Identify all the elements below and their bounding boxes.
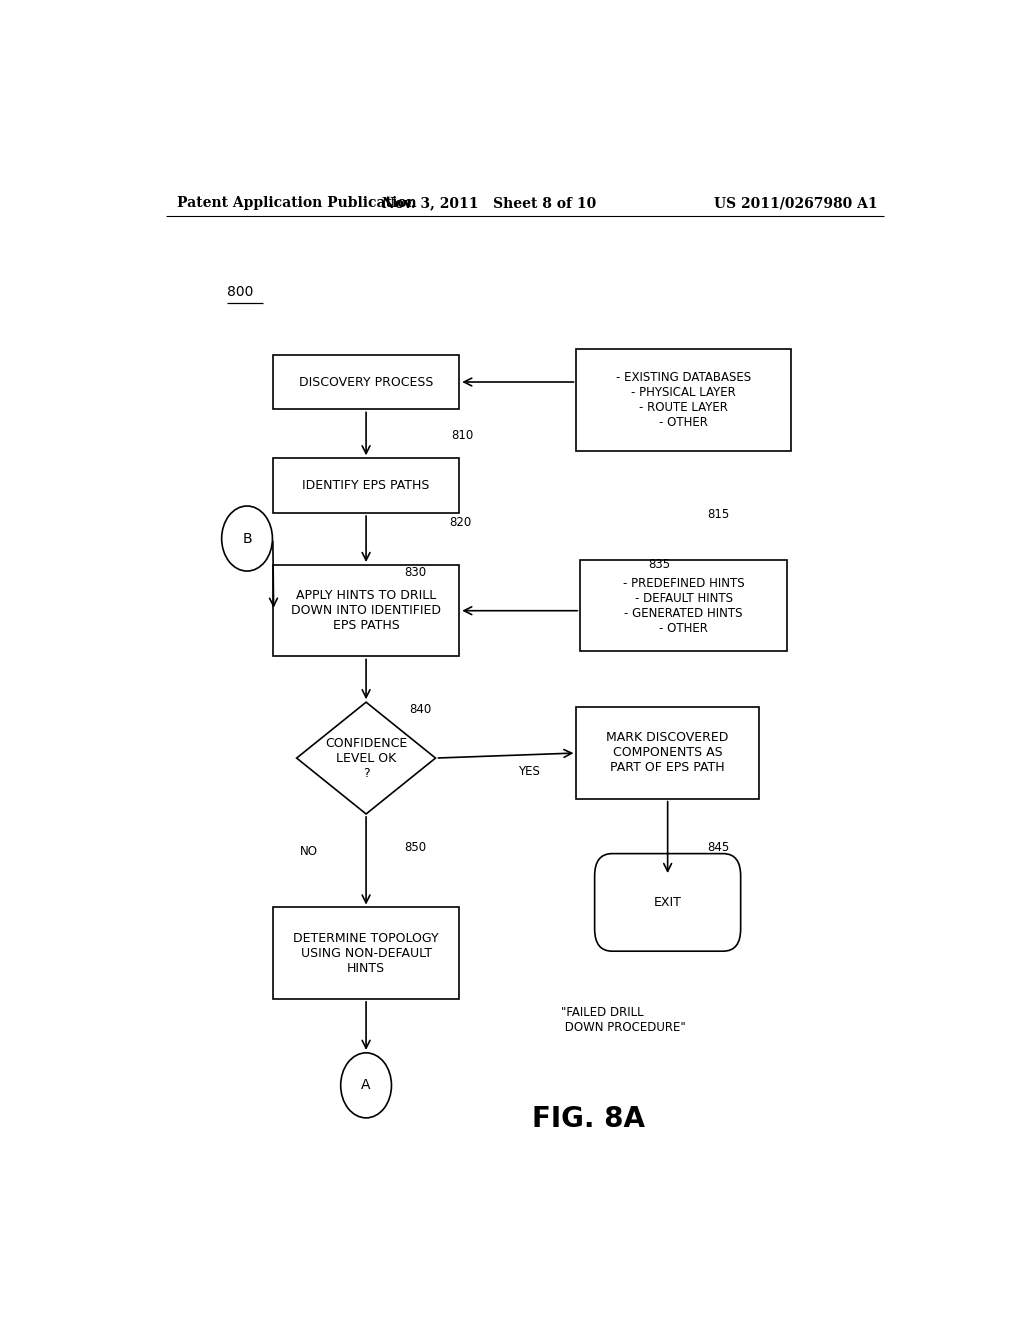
FancyBboxPatch shape	[272, 458, 460, 513]
Text: US 2011/0267980 A1: US 2011/0267980 A1	[715, 197, 878, 210]
FancyBboxPatch shape	[272, 355, 460, 409]
Text: 845: 845	[708, 841, 729, 854]
Text: IDENTIFY EPS PATHS: IDENTIFY EPS PATHS	[302, 479, 430, 492]
Text: - PREDEFINED HINTS
- DEFAULT HINTS
- GENERATED HINTS
- OTHER: - PREDEFINED HINTS - DEFAULT HINTS - GEN…	[623, 577, 744, 635]
Text: CONFIDENCE
LEVEL OK
?: CONFIDENCE LEVEL OK ?	[325, 737, 408, 780]
FancyBboxPatch shape	[272, 907, 460, 999]
FancyBboxPatch shape	[577, 350, 791, 451]
FancyBboxPatch shape	[581, 560, 786, 651]
FancyBboxPatch shape	[595, 854, 740, 952]
FancyBboxPatch shape	[272, 565, 460, 656]
Circle shape	[341, 1053, 391, 1118]
Text: 835: 835	[648, 558, 670, 572]
Text: 815: 815	[708, 508, 729, 520]
Text: DISCOVERY PROCESS: DISCOVERY PROCESS	[299, 375, 433, 388]
Text: NO: NO	[300, 845, 317, 858]
Text: Patent Application Publication: Patent Application Publication	[177, 197, 417, 210]
Text: 840: 840	[410, 702, 432, 715]
Text: A: A	[361, 1078, 371, 1093]
Text: B: B	[243, 532, 252, 545]
Polygon shape	[297, 702, 435, 814]
Text: - EXISTING DATABASES
- PHYSICAL LAYER
- ROUTE LAYER
- OTHER: - EXISTING DATABASES - PHYSICAL LAYER - …	[616, 371, 751, 429]
Text: 800: 800	[227, 285, 254, 298]
Text: 830: 830	[404, 565, 426, 578]
FancyBboxPatch shape	[577, 708, 759, 799]
Text: FIG. 8A: FIG. 8A	[531, 1105, 645, 1133]
Text: EXIT: EXIT	[653, 896, 682, 909]
Text: 850: 850	[404, 841, 426, 854]
Text: YES: YES	[518, 764, 540, 777]
Text: 810: 810	[451, 429, 473, 442]
Text: "FAILED DRILL
 DOWN PROCEDURE": "FAILED DRILL DOWN PROCEDURE"	[560, 1006, 685, 1035]
Text: 820: 820	[450, 516, 472, 529]
Text: DETERMINE TOPOLOGY
USING NON-DEFAULT
HINTS: DETERMINE TOPOLOGY USING NON-DEFAULT HIN…	[293, 932, 439, 974]
Text: Nov. 3, 2011   Sheet 8 of 10: Nov. 3, 2011 Sheet 8 of 10	[382, 197, 596, 210]
Text: MARK DISCOVERED
COMPONENTS AS
PART OF EPS PATH: MARK DISCOVERED COMPONENTS AS PART OF EP…	[606, 731, 729, 775]
Circle shape	[221, 506, 272, 572]
Text: APPLY HINTS TO DRILL
DOWN INTO IDENTIFIED
EPS PATHS: APPLY HINTS TO DRILL DOWN INTO IDENTIFIE…	[291, 589, 441, 632]
